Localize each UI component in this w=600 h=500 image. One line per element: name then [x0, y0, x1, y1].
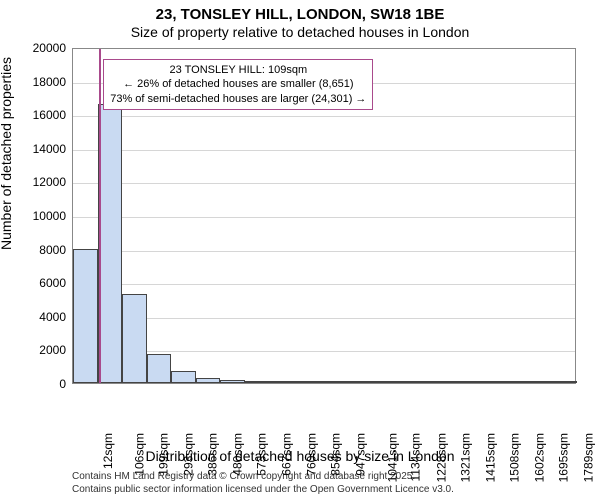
histogram-bar [344, 381, 368, 383]
gridline [73, 116, 575, 117]
x-tick-label: 106sqm [132, 433, 146, 476]
histogram-bar [417, 381, 442, 383]
histogram-bar [220, 380, 245, 383]
x-tick-label: 760sqm [304, 433, 318, 476]
histogram-chart: 23, TONSLEY HILL, LONDON, SW18 1BE Size … [0, 0, 600, 500]
x-tick-label: 854sqm [329, 433, 343, 476]
x-tick-label: 573sqm [255, 433, 269, 476]
histogram-bar [73, 249, 98, 383]
gridline [73, 351, 575, 352]
x-tick-label: 667sqm [280, 433, 294, 476]
x-tick-label: 1695sqm [557, 433, 571, 482]
histogram-bar [196, 378, 220, 383]
x-tick-label: 1321sqm [459, 433, 473, 482]
x-tick-label: 12sqm [101, 433, 115, 469]
histogram-bar [245, 381, 269, 383]
y-tick-label: 6000 [16, 276, 66, 290]
y-tick-label: 4000 [16, 310, 66, 324]
histogram-bar [466, 381, 491, 383]
x-tick-label: 1134sqm [408, 433, 422, 481]
y-tick-label: 8000 [16, 243, 66, 257]
histogram-bar [319, 381, 344, 383]
histogram-bar [540, 381, 564, 383]
histogram-bar [98, 104, 122, 383]
histogram-bar [171, 371, 196, 383]
histogram-bar [515, 381, 540, 383]
histogram-bar [294, 381, 318, 383]
x-tick-label: 199sqm [157, 433, 171, 476]
histogram-bar [147, 354, 171, 383]
histogram-bar [442, 381, 466, 383]
x-tick-label: 947sqm [354, 433, 368, 476]
y-tick-label: 0 [16, 377, 66, 391]
gridline [73, 150, 575, 151]
plot-area: 23 TONSLEY HILL: 109sqm← 26% of detached… [72, 48, 576, 384]
x-tick-label: 1041sqm [385, 433, 399, 482]
x-tick-label: 386sqm [206, 433, 220, 476]
gridline [73, 318, 575, 319]
y-tick-label: 18000 [16, 75, 66, 89]
chart-subtitle: Size of property relative to detached ho… [0, 24, 600, 40]
x-tick-label: 1789sqm [582, 433, 596, 482]
gridline [73, 183, 575, 184]
histogram-bar [270, 381, 295, 383]
histogram-bar [393, 381, 417, 383]
annotation-line3: 73% of semi-detached houses are larger (… [110, 92, 366, 106]
x-tick-label: 480sqm [231, 433, 245, 476]
annotation-box: 23 TONSLEY HILL: 109sqm← 26% of detached… [103, 59, 373, 110]
y-tick-label: 14000 [16, 142, 66, 156]
y-tick-label: 20000 [16, 41, 66, 55]
highlight-line [99, 49, 101, 383]
x-tick-label: 293sqm [182, 433, 196, 476]
gridline [73, 251, 575, 252]
gridline [73, 284, 575, 285]
gridline [73, 217, 575, 218]
annotation-line1: 23 TONSLEY HILL: 109sqm [110, 63, 366, 77]
x-tick-label: 1415sqm [483, 433, 497, 482]
annotation-line2: ← 26% of detached houses are smaller (8,… [110, 77, 366, 91]
x-tick-label: 1508sqm [508, 433, 522, 482]
histogram-bar [122, 294, 147, 383]
y-tick-label: 10000 [16, 209, 66, 223]
histogram-bar [565, 381, 577, 383]
x-tick-label: 1228sqm [434, 433, 448, 482]
histogram-bar [491, 381, 515, 383]
y-tick-label: 2000 [16, 343, 66, 357]
chart-title: 23, TONSLEY HILL, LONDON, SW18 1BE [0, 6, 600, 23]
y-tick-label: 12000 [16, 175, 66, 189]
x-tick-label: 1602sqm [532, 433, 546, 482]
y-tick-label: 16000 [16, 108, 66, 122]
histogram-bar [368, 381, 393, 383]
attribution-line2: Contains public sector information licen… [72, 484, 454, 497]
y-axis-label: Number of detached properties [0, 57, 14, 250]
